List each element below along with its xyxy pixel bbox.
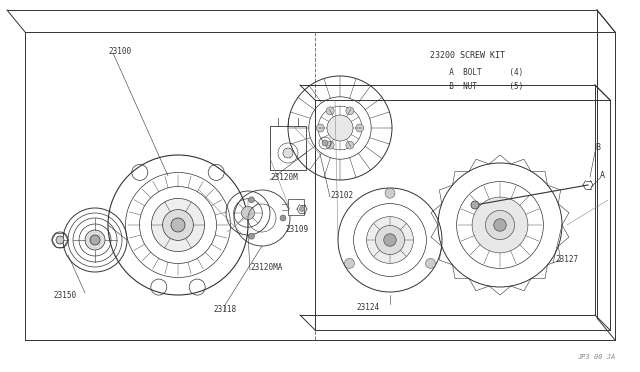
Circle shape bbox=[344, 259, 355, 269]
FancyBboxPatch shape bbox=[288, 199, 304, 215]
Text: 23100: 23100 bbox=[108, 48, 131, 57]
Text: 23118: 23118 bbox=[213, 305, 237, 314]
Text: JP3 00 JA: JP3 00 JA bbox=[577, 354, 615, 360]
Text: 23200 SCREW KIT: 23200 SCREW KIT bbox=[430, 51, 505, 60]
Circle shape bbox=[300, 206, 305, 212]
Circle shape bbox=[356, 124, 364, 132]
Circle shape bbox=[376, 225, 404, 254]
Circle shape bbox=[346, 141, 354, 149]
Circle shape bbox=[486, 211, 515, 240]
Text: 23124: 23124 bbox=[356, 304, 380, 312]
Circle shape bbox=[472, 197, 528, 253]
Circle shape bbox=[384, 234, 396, 246]
Text: A: A bbox=[600, 170, 605, 180]
Text: 23150: 23150 bbox=[53, 291, 77, 299]
Circle shape bbox=[152, 198, 205, 251]
Circle shape bbox=[322, 140, 328, 146]
Circle shape bbox=[426, 259, 436, 269]
Circle shape bbox=[90, 235, 100, 245]
Text: 23109: 23109 bbox=[285, 225, 308, 234]
Text: A  BOLT      (4): A BOLT (4) bbox=[440, 67, 524, 77]
Text: 23102: 23102 bbox=[330, 190, 353, 199]
Circle shape bbox=[241, 206, 255, 219]
Text: 23120M: 23120M bbox=[270, 173, 298, 183]
Circle shape bbox=[56, 236, 64, 244]
Circle shape bbox=[367, 217, 413, 263]
Circle shape bbox=[494, 219, 506, 231]
Circle shape bbox=[346, 107, 354, 115]
Circle shape bbox=[326, 141, 334, 149]
Circle shape bbox=[471, 201, 479, 209]
Circle shape bbox=[85, 230, 105, 250]
Circle shape bbox=[283, 148, 293, 158]
Circle shape bbox=[316, 124, 324, 132]
Circle shape bbox=[326, 107, 334, 115]
Circle shape bbox=[327, 115, 353, 141]
Text: 23127: 23127 bbox=[555, 256, 578, 264]
Circle shape bbox=[163, 209, 193, 240]
Circle shape bbox=[280, 215, 286, 221]
FancyBboxPatch shape bbox=[270, 126, 306, 170]
Circle shape bbox=[248, 233, 255, 239]
Text: B  NUT       (5): B NUT (5) bbox=[440, 81, 524, 90]
Circle shape bbox=[171, 218, 185, 232]
Text: 23120MA: 23120MA bbox=[250, 263, 282, 273]
Circle shape bbox=[385, 188, 395, 198]
Circle shape bbox=[248, 197, 255, 203]
Text: B: B bbox=[595, 144, 600, 153]
